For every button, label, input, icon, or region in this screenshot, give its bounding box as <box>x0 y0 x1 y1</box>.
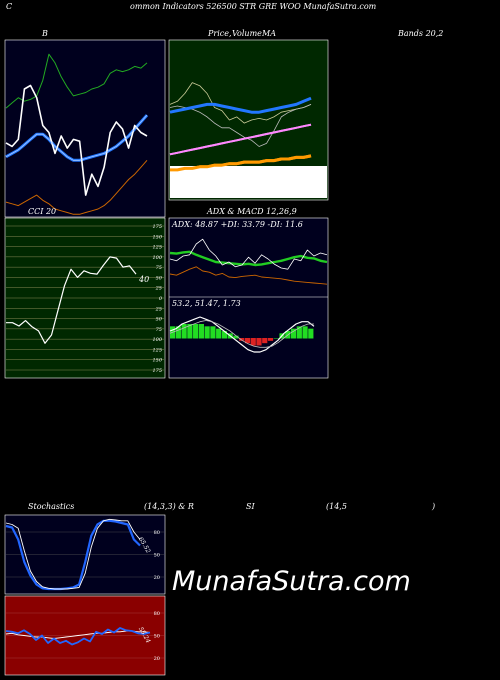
cci-tick-label: 50 <box>156 275 163 281</box>
price-ma-series-line <box>169 82 312 124</box>
macd-histogram-bar <box>308 328 314 339</box>
stochastics-tick-label: 50 <box>154 553 160 559</box>
header-left-letter: C <box>6 2 13 11</box>
macd-histogram-bar <box>244 338 251 344</box>
macd-histogram-bar <box>262 338 268 344</box>
cci-tick-label: 25 <box>155 286 162 292</box>
watermark: MunafaSutra.com <box>172 566 411 597</box>
price-ma-band-line <box>169 96 312 114</box>
ma-mid-line <box>169 123 312 156</box>
cci-tick-label: 75 <box>156 265 162 271</box>
stochastics-tick-label: 20 <box>154 575 160 581</box>
rsi-params: (14,5 <box>326 502 347 511</box>
macd-histogram-bar <box>302 326 308 339</box>
stochastics-params: (14,3,3) & R <box>144 502 194 511</box>
stochastics-k-line <box>5 519 141 591</box>
macd-histogram-bar <box>233 335 239 339</box>
volume-panel-title: Volume <box>232 29 262 38</box>
macd-histogram-bar <box>216 328 222 339</box>
bands-series-highlight <box>5 114 148 161</box>
volume-base-area <box>170 166 327 198</box>
adx-readout: ADX: 48.87 +DI: 33.79 -DI: 11.6 <box>172 220 303 229</box>
cci-tick-label: 125 <box>152 347 162 353</box>
macd-histogram-bar <box>198 324 204 339</box>
bands-series-line <box>5 159 148 215</box>
rsi-tick-label: 20 <box>154 656 160 662</box>
cci-last-value: 40 <box>139 275 150 284</box>
macd-histogram-bar <box>290 328 297 339</box>
macd-histogram-bar <box>250 338 256 346</box>
stochastics-title: Stochastics <box>28 502 75 511</box>
adx-macd-panel-title: ADX & MACD 12,26,9 <box>207 207 297 216</box>
cci-tick-label: 150 <box>152 234 162 240</box>
rsi-tick-label: 80 <box>154 611 160 617</box>
cci-tick-label: 150 <box>152 358 162 364</box>
cci-tick-label: 100 <box>152 255 162 261</box>
cci-tick-label: 125 <box>152 245 162 251</box>
price-panel-title: Price, <box>208 29 232 38</box>
ma-long-line <box>170 154 312 172</box>
macd-signal-line <box>169 320 314 348</box>
rsi-line <box>5 627 151 646</box>
stochastics-tick-label: 80 <box>154 530 160 536</box>
labels-layer: 175 150 125 100 75 50 25 0 25 50 75 100 125 150 175 80 5… <box>152 224 162 662</box>
cci-tick-label: 25 <box>155 306 162 312</box>
macd-histogram-bar <box>296 326 302 339</box>
price-ma-series-line <box>169 104 312 147</box>
ma-panel-title: MA <box>262 29 276 38</box>
adx-series-line <box>169 250 328 267</box>
macd-readout: 53.2, 51.47, 1.73 <box>172 299 241 308</box>
macd-histogram-bar <box>273 338 279 339</box>
cci-tick-label: 175 <box>152 224 162 230</box>
rsi-params-close: ) <box>432 502 436 511</box>
cci-tick-label: 100 <box>152 337 162 343</box>
grid-layer <box>6 225 164 659</box>
macd-histogram-bar <box>256 338 262 346</box>
macd-histogram-bar <box>187 324 193 339</box>
marks-layer <box>5 53 328 646</box>
macd-histogram-bar <box>181 324 187 339</box>
chart-header-title: ommon Indicators 526500 STR GRE WOO Muna… <box>130 2 377 11</box>
macd-histogram-bar <box>221 331 228 339</box>
rsi-tick-label: 50 <box>154 634 160 640</box>
macd-line <box>169 316 315 353</box>
macd-histogram-bar <box>193 324 199 339</box>
macd-histogram-bar <box>267 338 274 341</box>
bands-series-line <box>5 53 148 109</box>
stochastics-d-line <box>5 518 141 590</box>
macd-histogram-bar <box>210 326 216 339</box>
bands-series-line <box>5 84 148 196</box>
cci-tick-label: 50 <box>156 317 163 323</box>
adx-macd-panel-background <box>168 217 329 379</box>
cci-panel-title: CCI 20 <box>28 207 57 216</box>
macd-histogram-bar <box>204 326 210 339</box>
cci-line <box>6 256 137 344</box>
adx-series-line <box>169 266 328 285</box>
rsi-title-part: SI <box>246 502 255 511</box>
cci-tick-label: 175 <box>152 368 162 374</box>
adx-series-line <box>169 238 328 270</box>
bands-panel-letter: B <box>42 29 48 38</box>
bands-panel-title: Bands 20,2 <box>398 29 444 38</box>
macd-histogram-bar <box>239 338 245 341</box>
macd-histogram-bar <box>175 326 181 339</box>
cci-tick-label: 0 <box>159 296 163 302</box>
cci-tick-label: 75 <box>156 327 162 333</box>
